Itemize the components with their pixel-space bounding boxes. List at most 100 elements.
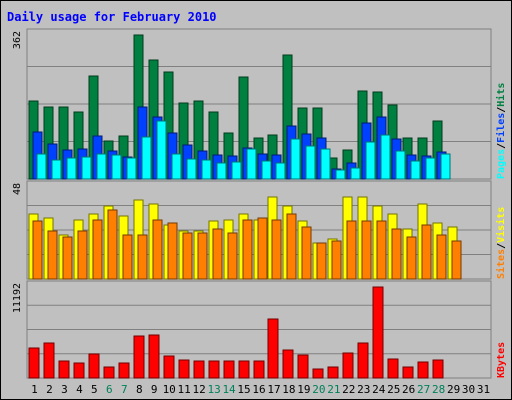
legend-separator: /	[496, 107, 507, 113]
bar-kbytes-kbytes-day-13	[208, 360, 220, 379]
bar-visits-sites-day-16	[257, 217, 268, 280]
bar-kbytes-kbytes-day-12	[193, 360, 205, 379]
bar-visits-sites-day-10	[167, 222, 178, 280]
bar-hits-pages-day-28	[440, 153, 451, 180]
x-tick-label-day-12: 12	[193, 383, 206, 396]
bar-kbytes-kbytes-day-11	[178, 359, 190, 379]
bar-kbytes-kbytes-day-8	[133, 335, 145, 379]
bar-visits-sites-day-21	[331, 240, 342, 280]
bar-visits-sites-day-2	[47, 230, 58, 280]
x-tick-label-day-16: 16	[252, 383, 265, 396]
x-tick-label-day-14: 14	[222, 383, 236, 396]
bar-kbytes-kbytes-day-20	[312, 368, 324, 379]
bar-visits-sites-day-19	[301, 226, 312, 280]
legend-item-pages: Pages	[496, 149, 507, 179]
bar-hits-pages-day-18	[290, 138, 301, 180]
bar-kbytes-kbytes-day-5	[88, 353, 100, 379]
bar-kbytes-kbytes-day-27	[417, 361, 429, 379]
bar-hits-pages-day-2	[51, 159, 62, 180]
bar-visits-sites-day-7	[122, 234, 133, 280]
bar-visits-sites-day-22	[346, 220, 357, 280]
bar-kbytes-kbytes-day-25	[387, 358, 399, 379]
bar-hits-pages-day-14	[231, 161, 242, 180]
bar-kbytes-kbytes-day-10	[163, 355, 175, 379]
x-tick-label-day-23: 23	[357, 383, 370, 396]
bar-kbytes-kbytes-day-26	[402, 366, 414, 379]
chart-title: Daily usage for February 2010	[7, 10, 217, 24]
legend-hits: Pages/Files/Hits	[495, 83, 507, 179]
y-max-label-kbytes: 11192	[12, 283, 23, 313]
legend-item-kbytes: KBytes	[496, 342, 507, 378]
bar-hits-pages-day-26	[410, 160, 421, 180]
bar-hits-pages-day-3	[66, 157, 77, 180]
x-tick-label-day-10: 10	[163, 383, 176, 396]
x-tick-label-day-21: 21	[327, 383, 340, 396]
bar-visits-sites-day-18	[286, 213, 297, 280]
bar-visits-sites-day-12	[197, 232, 208, 280]
bar-kbytes-kbytes-day-24	[372, 286, 384, 379]
x-tick-label-day-31: 31	[477, 383, 490, 396]
bar-visits-sites-day-20	[316, 242, 327, 280]
bar-kbytes-kbytes-day-16	[253, 360, 265, 379]
x-tick-label-day-15: 15	[237, 383, 250, 396]
bar-hits-pages-day-22	[350, 167, 361, 180]
bar-hits-pages-day-9	[156, 120, 167, 180]
bar-hits-pages-day-27	[425, 157, 436, 180]
bar-visits-sites-day-11	[182, 232, 193, 280]
bar-visits-sites-day-24	[376, 220, 387, 280]
bar-visits-sites-day-23	[361, 220, 372, 280]
legend-item-sites: Sites	[495, 249, 507, 279]
bar-hits-pages-day-13	[216, 162, 227, 180]
bar-kbytes-kbytes-day-17	[267, 318, 279, 379]
bar-visits-sites-day-15	[242, 219, 253, 280]
x-tick-label-day-13: 13	[207, 383, 220, 396]
bar-hits-pages-day-5	[96, 153, 107, 180]
x-tick-label-day-3: 3	[61, 383, 68, 396]
bar-hits-pages-day-12	[201, 159, 212, 180]
bars	[28, 34, 462, 379]
bar-hits-pages-day-11	[186, 158, 197, 180]
x-tick-label-day-6: 6	[106, 383, 113, 396]
x-tick-label-day-30: 30	[462, 383, 475, 396]
x-tick-label-day-11: 11	[178, 383, 191, 396]
bar-kbytes-kbytes-day-14	[223, 360, 235, 379]
bar-visits-sites-day-25	[391, 228, 402, 280]
bar-kbytes-kbytes-day-21	[327, 366, 339, 379]
bar-kbytes-kbytes-day-28	[432, 359, 444, 379]
bar-hits-pages-day-20	[320, 148, 331, 180]
legend-item-files: Files	[495, 113, 507, 143]
bar-visits-sites-day-3	[62, 236, 73, 280]
bar-visits-sites-day-1	[32, 220, 43, 280]
bar-kbytes-kbytes-day-3	[58, 360, 70, 379]
x-tick-label-day-2: 2	[46, 383, 53, 396]
bar-hits-pages-day-1	[36, 153, 47, 180]
y-max-label-visits: 48	[12, 183, 23, 195]
x-tick-label-day-9: 9	[151, 383, 158, 396]
x-tick-label-day-8: 8	[136, 383, 143, 396]
legend-separator: /	[496, 243, 507, 249]
legend-item-hits: Hits	[495, 83, 507, 107]
x-tick-label-day-26: 26	[402, 383, 415, 396]
bar-hits-pages-day-10	[171, 153, 182, 180]
bar-hits-pages-day-19	[305, 145, 316, 180]
x-tick-label-day-19: 19	[297, 383, 310, 396]
x-tick-label-day-5: 5	[91, 383, 98, 396]
x-tick-label-day-4: 4	[76, 383, 83, 396]
x-tick-label-day-25: 25	[387, 383, 400, 396]
bar-kbytes-kbytes-day-4	[73, 362, 85, 379]
bar-visits-sites-day-6	[107, 209, 118, 280]
bar-kbytes-kbytes-day-23	[357, 342, 369, 379]
x-tick-label-day-24: 24	[372, 383, 386, 396]
x-tick-label-day-28: 28	[432, 383, 445, 396]
bar-hits-pages-day-8	[141, 136, 152, 180]
bar-visits-sites-day-29	[451, 240, 462, 280]
bar-kbytes-kbytes-day-22	[342, 352, 354, 379]
bar-visits-sites-day-14	[227, 232, 238, 280]
bar-kbytes-kbytes-day-19	[297, 354, 309, 379]
x-tick-label-day-7: 7	[121, 383, 128, 396]
bar-hits-pages-day-7	[126, 157, 137, 180]
bar-hits-pages-day-25	[395, 150, 406, 180]
bar-visits-sites-day-28	[436, 234, 447, 280]
bar-kbytes-kbytes-day-6	[103, 366, 115, 379]
